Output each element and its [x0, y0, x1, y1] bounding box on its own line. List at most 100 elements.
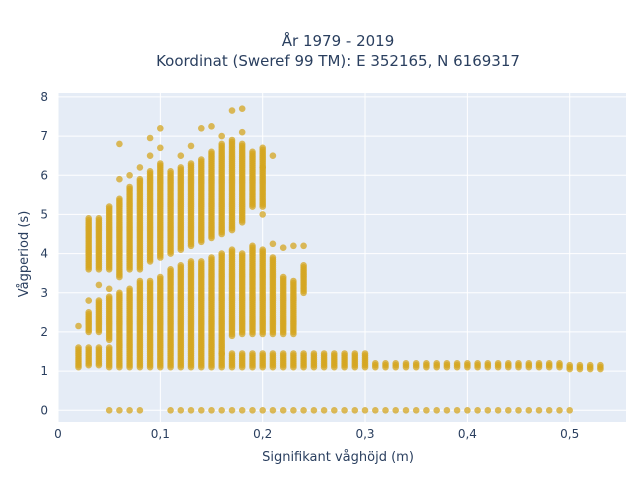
x-tick-label: 0	[54, 427, 62, 441]
data-point	[341, 350, 348, 357]
data-point	[116, 289, 123, 297]
data-point	[105, 285, 113, 293]
data-point	[269, 407, 277, 414]
x-tick-label: 0,4	[458, 427, 477, 441]
data-point	[95, 297, 103, 304]
data-point	[300, 242, 307, 250]
data-point	[453, 407, 461, 414]
y-tick-label: 7	[40, 129, 48, 143]
data-point	[484, 407, 492, 414]
data-point	[566, 407, 573, 414]
data-point	[95, 281, 103, 289]
data-point	[177, 164, 185, 171]
data-point	[157, 125, 164, 132]
data-point	[105, 344, 113, 351]
data-point	[126, 285, 133, 293]
data-point	[279, 273, 287, 281]
data-point	[300, 262, 307, 269]
data-point	[310, 407, 318, 414]
data-point	[443, 407, 451, 414]
x-tick-label: 0,3	[355, 427, 374, 441]
data-point	[249, 350, 256, 357]
data-point	[218, 140, 225, 148]
chart-title-line-1: År 1979 - 2019	[282, 31, 395, 50]
data-point	[279, 407, 287, 414]
data-point	[474, 407, 481, 414]
y-tick-label: 8	[40, 90, 48, 104]
data-point	[198, 407, 205, 414]
y-axis-ticks: 0 1 2 3 4 5 6 7 8	[40, 90, 48, 417]
data-point	[290, 407, 297, 414]
y-tick-label: 4	[40, 247, 48, 261]
data-point	[146, 277, 154, 285]
data-point	[515, 407, 522, 414]
data-point	[443, 360, 451, 367]
data-point	[126, 407, 133, 414]
data-point	[198, 156, 205, 163]
data-point	[372, 407, 379, 414]
data-point	[85, 344, 92, 351]
data-point	[238, 140, 246, 148]
data-point	[494, 360, 502, 367]
data-point	[320, 350, 328, 357]
data-point	[167, 168, 174, 175]
data-point	[331, 407, 338, 414]
data-point	[361, 350, 369, 357]
data-point	[95, 215, 103, 222]
data-point	[310, 350, 318, 357]
data-point	[494, 407, 502, 414]
data-point	[228, 136, 236, 144]
data-point	[464, 407, 471, 414]
data-point	[525, 407, 533, 414]
x-tick-label: 0,1	[151, 427, 170, 441]
data-point	[249, 148, 256, 156]
data-point	[228, 107, 236, 114]
data-point	[75, 322, 82, 330]
data-point	[269, 152, 277, 159]
data-point	[535, 360, 543, 367]
y-tick-label: 3	[40, 286, 48, 300]
data-point	[259, 350, 267, 357]
data-point	[464, 360, 471, 367]
data-point	[177, 262, 185, 269]
data-point	[105, 407, 113, 414]
data-point	[208, 254, 215, 261]
data-point	[177, 407, 185, 414]
data-point	[269, 254, 277, 261]
data-point	[116, 195, 123, 203]
data-point	[402, 360, 410, 367]
data-point	[545, 407, 553, 414]
data-point	[249, 242, 256, 250]
data-point	[85, 309, 92, 316]
data-point	[566, 361, 573, 369]
data-point	[474, 360, 481, 367]
data-point	[586, 361, 594, 369]
data-point	[238, 128, 246, 136]
data-points	[75, 105, 604, 414]
data-point	[85, 215, 92, 222]
data-point	[259, 144, 267, 152]
data-point	[116, 175, 123, 183]
data-point	[392, 360, 400, 367]
data-point	[75, 344, 82, 351]
data-point	[402, 407, 410, 414]
data-point	[167, 266, 174, 273]
data-point	[136, 164, 144, 171]
data-point	[300, 350, 307, 357]
x-tick-label: 0,5	[560, 427, 579, 441]
data-point	[556, 407, 563, 414]
data-point	[382, 407, 389, 414]
data-point	[136, 277, 144, 285]
data-point	[423, 407, 430, 414]
data-point	[259, 211, 267, 218]
data-point	[187, 142, 195, 150]
data-point	[228, 350, 236, 357]
data-point	[331, 350, 338, 357]
data-point	[198, 125, 205, 132]
data-point	[290, 277, 297, 285]
y-tick-label: 5	[40, 207, 48, 221]
data-point	[136, 407, 144, 414]
data-point	[269, 240, 277, 248]
data-point	[576, 361, 584, 369]
